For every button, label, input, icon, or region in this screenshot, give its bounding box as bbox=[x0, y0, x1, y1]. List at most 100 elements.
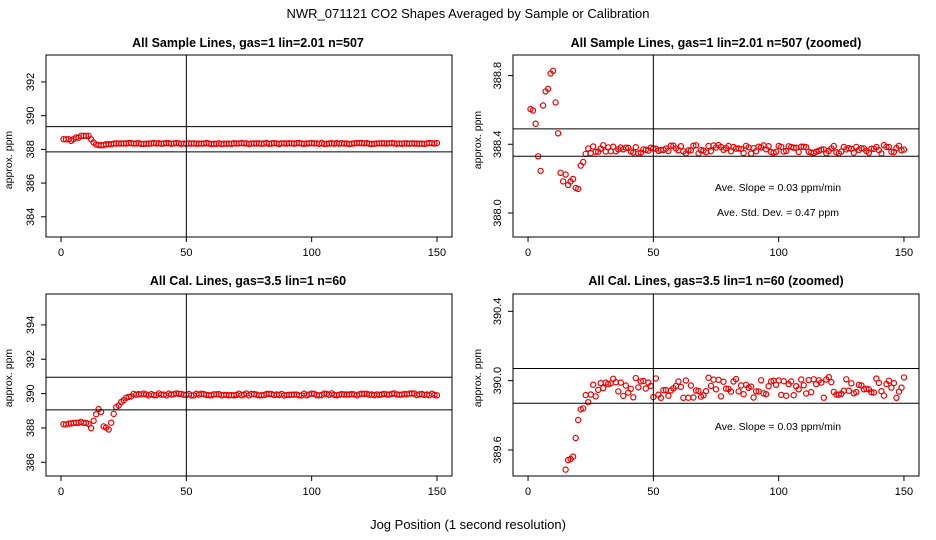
data-point bbox=[772, 148, 780, 155]
data-points bbox=[60, 390, 441, 433]
data-point bbox=[898, 384, 905, 391]
data-point bbox=[677, 383, 685, 391]
y-tick-label: 389.6 bbox=[492, 436, 504, 464]
data-point bbox=[795, 148, 802, 156]
data-point bbox=[778, 391, 785, 399]
data-point bbox=[569, 453, 577, 460]
x-axis-label: Jog Position (1 second resolution) bbox=[370, 517, 566, 532]
data-point bbox=[582, 391, 589, 399]
data-point bbox=[665, 392, 672, 399]
data-point bbox=[622, 144, 630, 151]
data-point bbox=[788, 378, 795, 385]
data-point bbox=[705, 142, 712, 150]
data-point bbox=[687, 382, 695, 389]
y-tick-label: 390 bbox=[25, 106, 37, 124]
data-point bbox=[740, 391, 747, 398]
data-point bbox=[90, 417, 97, 424]
data-point bbox=[885, 377, 893, 384]
data-point bbox=[592, 393, 599, 400]
data-point bbox=[110, 410, 117, 418]
data-point bbox=[858, 144, 865, 152]
data-point bbox=[750, 394, 757, 401]
data-point bbox=[883, 143, 890, 151]
data-point bbox=[675, 378, 682, 385]
y-axis-label: approx. ppm bbox=[3, 349, 15, 408]
data-point bbox=[790, 144, 797, 151]
panel-all-sample-lines: All Sample Lines, gas=1 lin=2.01 n=507 a… bbox=[3, 36, 453, 259]
data-point bbox=[615, 388, 622, 395]
data-point bbox=[592, 148, 599, 155]
data-point bbox=[735, 388, 742, 395]
data-point bbox=[880, 392, 888, 399]
data-point bbox=[630, 394, 637, 401]
data-point bbox=[107, 419, 115, 426]
y-tick-label: 388.8 bbox=[492, 62, 504, 90]
data-point bbox=[757, 377, 765, 384]
x-tick-label: 50 bbox=[180, 247, 192, 259]
y-tick-label: 384 bbox=[25, 208, 37, 226]
x-tick-label: 100 bbox=[769, 247, 787, 259]
data-point bbox=[544, 85, 552, 93]
data-point bbox=[780, 148, 787, 155]
data-point bbox=[431, 140, 438, 147]
data-point bbox=[850, 149, 858, 156]
data-point bbox=[747, 150, 755, 157]
data-point bbox=[600, 384, 607, 392]
data-point bbox=[580, 405, 587, 412]
data-points bbox=[527, 67, 908, 193]
data-point bbox=[665, 147, 672, 155]
data-point bbox=[660, 387, 667, 394]
x-tick-label: 150 bbox=[895, 247, 913, 259]
data-point bbox=[885, 143, 893, 151]
data-point bbox=[712, 386, 720, 393]
y-tick-label: 394 bbox=[25, 316, 37, 334]
data-point bbox=[707, 147, 715, 155]
data-point bbox=[590, 381, 597, 388]
data-point bbox=[783, 147, 790, 155]
data-point bbox=[433, 139, 441, 147]
data-point bbox=[717, 393, 725, 400]
data-point bbox=[765, 142, 772, 150]
data-point bbox=[87, 424, 95, 432]
x-tick-label: 150 bbox=[428, 247, 446, 259]
data-point bbox=[632, 374, 640, 382]
data-point bbox=[635, 384, 642, 391]
data-point bbox=[617, 379, 625, 386]
x-tick-label: 50 bbox=[647, 247, 659, 259]
data-point bbox=[562, 466, 569, 473]
y-tick-label: 390.0 bbox=[492, 367, 504, 395]
data-point bbox=[752, 388, 760, 395]
data-point bbox=[597, 379, 604, 387]
data-point bbox=[707, 382, 715, 390]
y-tick-label: 390.4 bbox=[492, 298, 504, 326]
data-points bbox=[562, 374, 908, 473]
data-point bbox=[685, 147, 692, 154]
data-point bbox=[105, 426, 112, 433]
data-point bbox=[532, 120, 539, 127]
data-point bbox=[702, 388, 710, 395]
data-point bbox=[720, 378, 727, 385]
x-tick-label: 0 bbox=[525, 486, 531, 498]
data-point bbox=[537, 167, 544, 175]
data-point bbox=[431, 391, 438, 399]
data-point bbox=[627, 385, 635, 392]
data-point bbox=[795, 386, 802, 393]
x-tick-label: 50 bbox=[180, 486, 192, 498]
data-point bbox=[97, 408, 105, 416]
y-tick-label: 388 bbox=[25, 419, 37, 437]
data-point bbox=[800, 382, 807, 389]
data-point bbox=[433, 392, 441, 399]
data-point bbox=[890, 379, 898, 387]
data-point bbox=[687, 147, 695, 154]
data-point bbox=[778, 143, 785, 151]
data-point bbox=[682, 377, 690, 384]
y-axis-label: approx. ppm bbox=[472, 349, 484, 408]
y-axis-label: approx. ppm bbox=[3, 131, 15, 190]
data-point bbox=[900, 374, 908, 381]
x-tick-label: 0 bbox=[58, 486, 64, 498]
data-point bbox=[727, 388, 735, 395]
data-point bbox=[818, 146, 825, 153]
panel-all-cal-lines-zoomed: All Cal. Lines, gas=3.5 lin=1 n=60 (zoom… bbox=[472, 274, 920, 498]
data-point bbox=[875, 379, 883, 387]
data-point bbox=[692, 387, 700, 394]
